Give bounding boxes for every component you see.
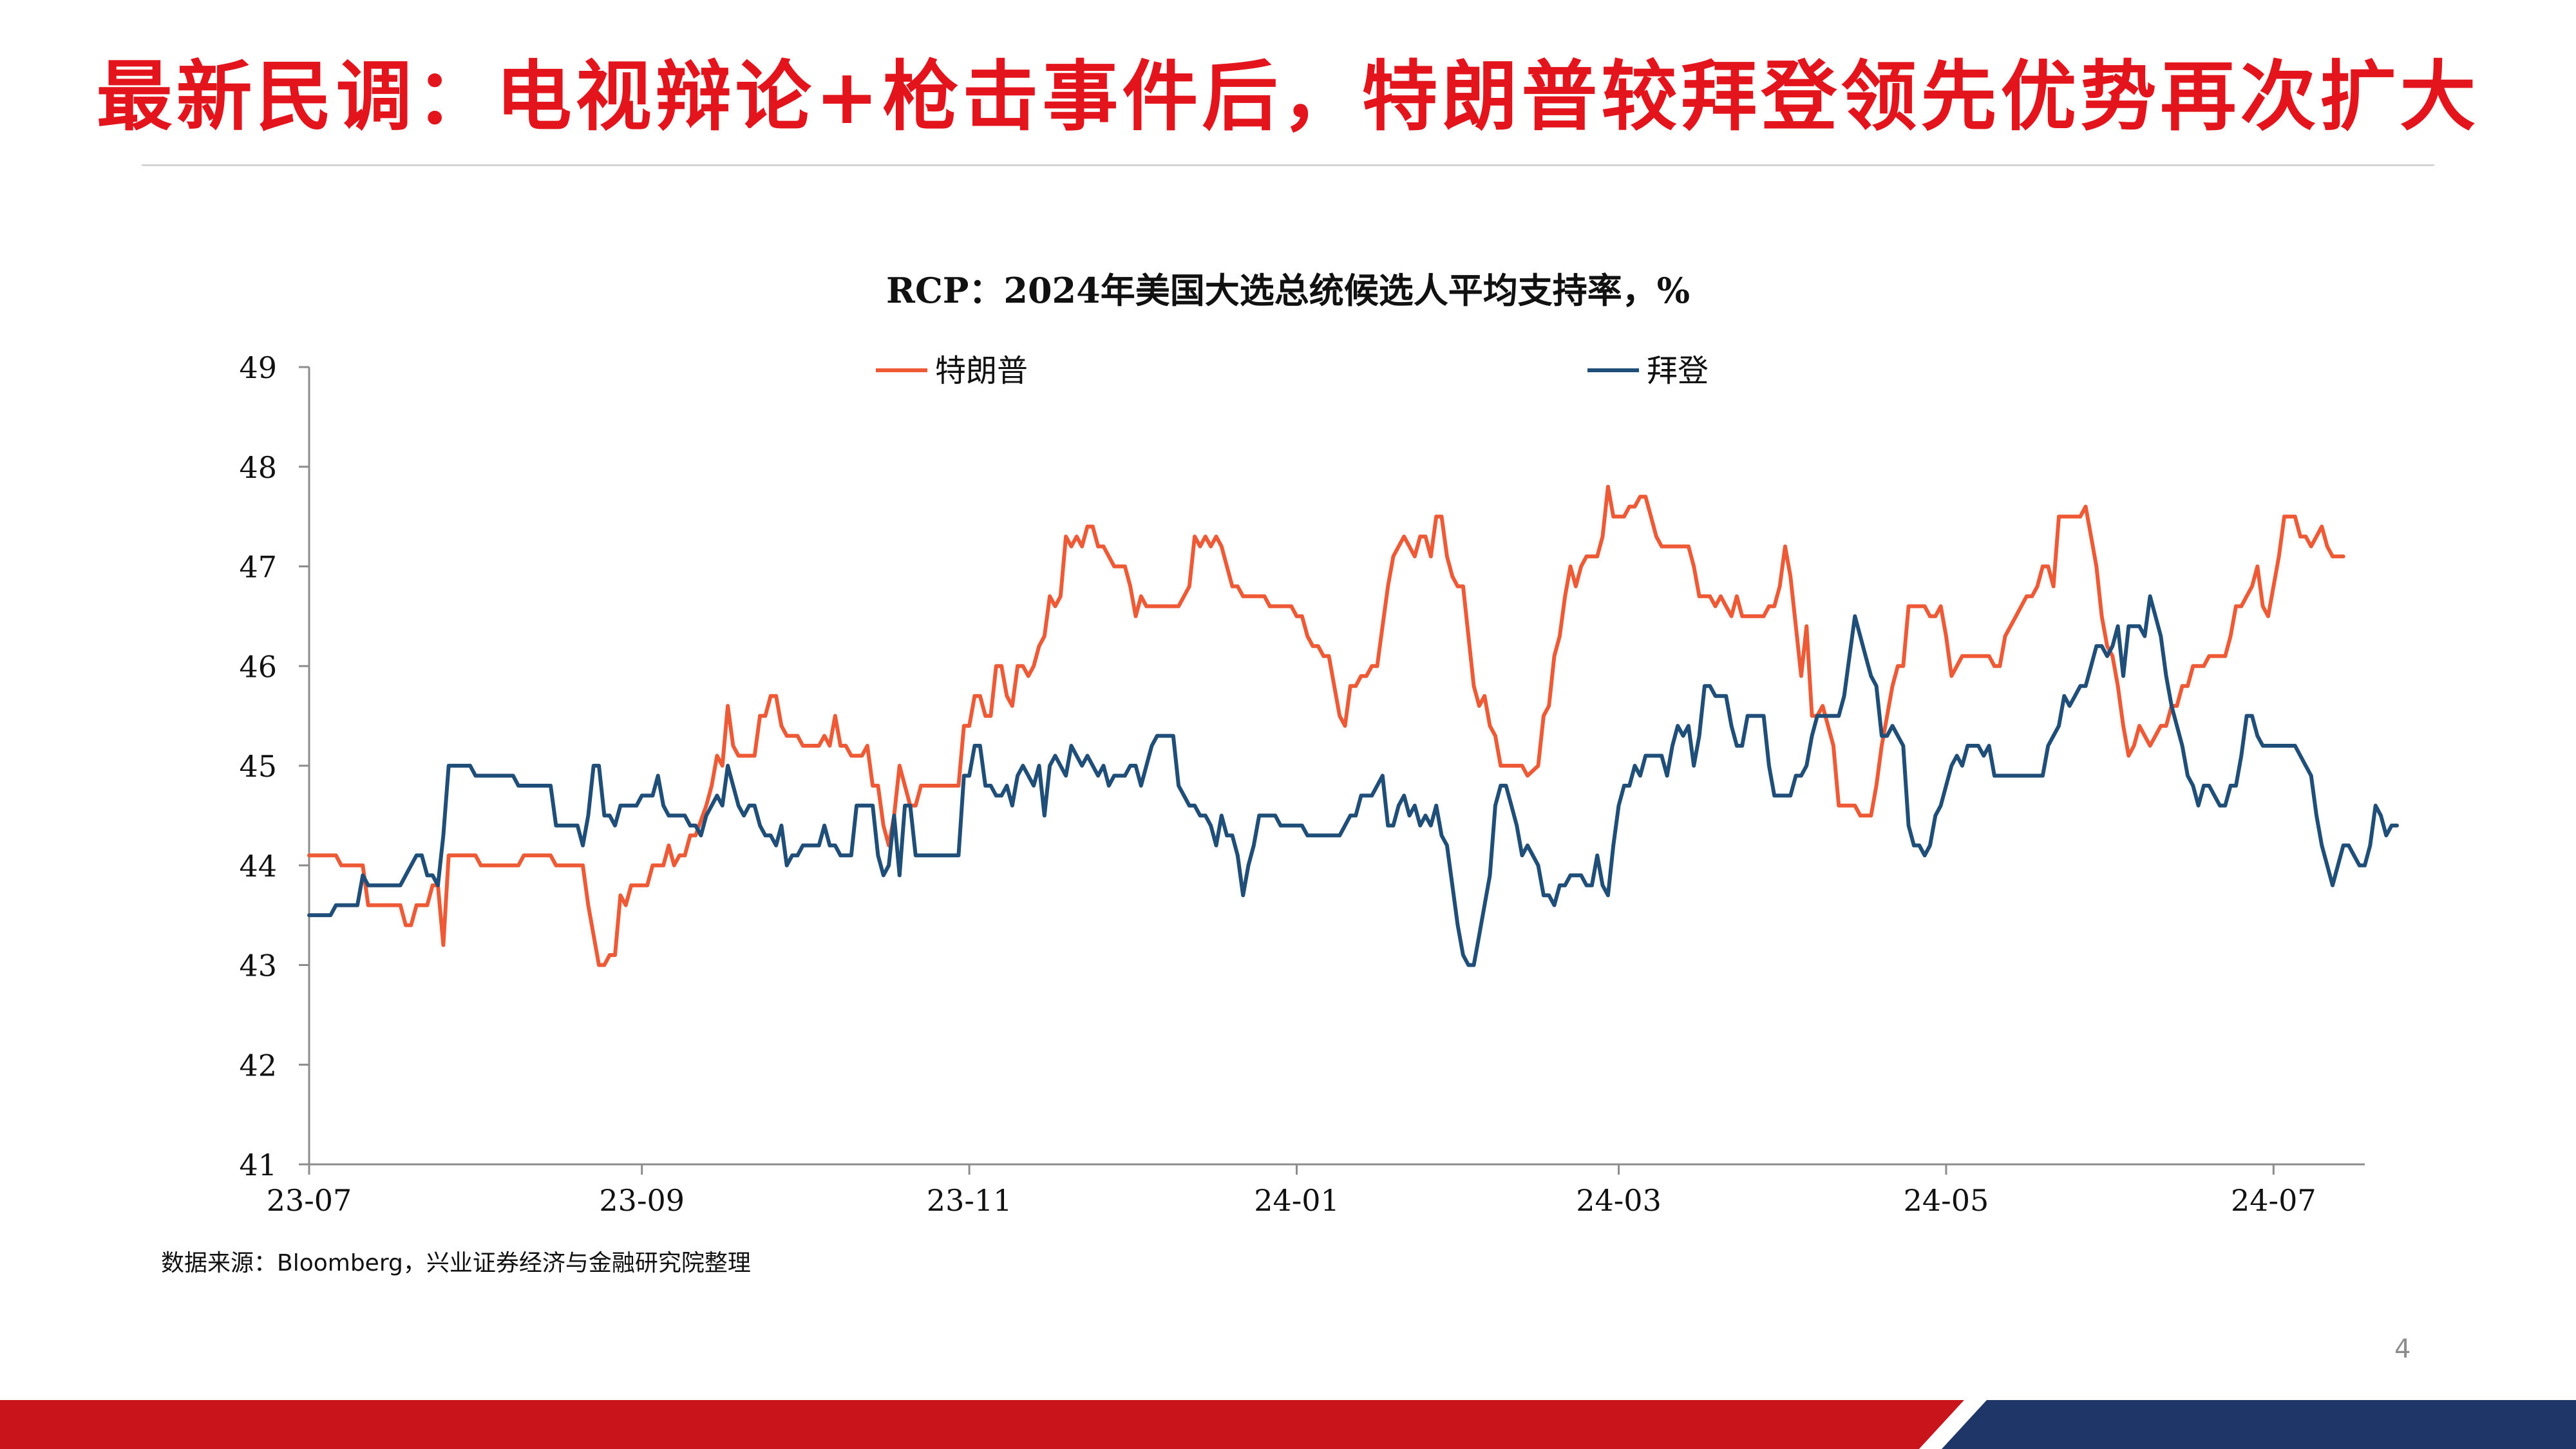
chart-legend: 特朗普 拜登 <box>876 353 1709 389</box>
y-tick-label: 45 <box>239 749 277 784</box>
y-tick-label: 41 <box>239 1148 277 1182</box>
x-tick-label: 24-03 <box>1576 1183 1662 1218</box>
x-tick-label: 24-01 <box>1254 1183 1340 1218</box>
footer-band <box>0 1400 2576 1449</box>
y-tick-label: 48 <box>239 450 277 485</box>
page-number: 4 <box>2394 1334 2411 1364</box>
footer-red-stripe <box>0 1400 1964 1449</box>
legend-label-trump: 特朗普 <box>935 353 1028 389</box>
y-tick-label: 43 <box>239 949 277 983</box>
series-line-trump <box>307 484 2345 967</box>
chart-title: RCP：2024年美国大选总统候选人平均支持率，% <box>886 270 1690 311</box>
x-tick-label: 24-05 <box>1904 1183 1989 1218</box>
y-tick-label: 46 <box>239 649 277 684</box>
chart-series <box>307 484 2399 967</box>
slide-title: 最新民调：电视辩论+枪击事件后，特朗普较拜登领先优势再次扩大 <box>96 52 2480 141</box>
footer-blue-stripe <box>1942 1400 2576 1449</box>
x-tick-label: 23-09 <box>599 1183 685 1218</box>
source-note: 数据来源：Bloomberg，兴业证券经济与金融研究院整理 <box>161 1250 751 1276</box>
x-tick-label: 24-07 <box>2231 1183 2316 1218</box>
x-tick-label: 23-07 <box>267 1183 352 1218</box>
y-tick-label: 42 <box>239 1048 277 1083</box>
y-tick-label: 44 <box>239 849 277 884</box>
series-line-biden <box>307 594 2399 967</box>
legend-label-biden: 拜登 <box>1647 353 1709 389</box>
y-tick-label: 49 <box>239 350 277 385</box>
y-tick-label: 47 <box>239 550 277 585</box>
chart-axes: 41 42 43 44 45 46 47 48 49 23-07 23-09 23-11 24-01 24… <box>239 350 2365 1218</box>
title-divider <box>142 164 2434 166</box>
footer-white-divider <box>1919 1400 1987 1449</box>
x-tick-label: 23-11 <box>927 1183 1012 1218</box>
